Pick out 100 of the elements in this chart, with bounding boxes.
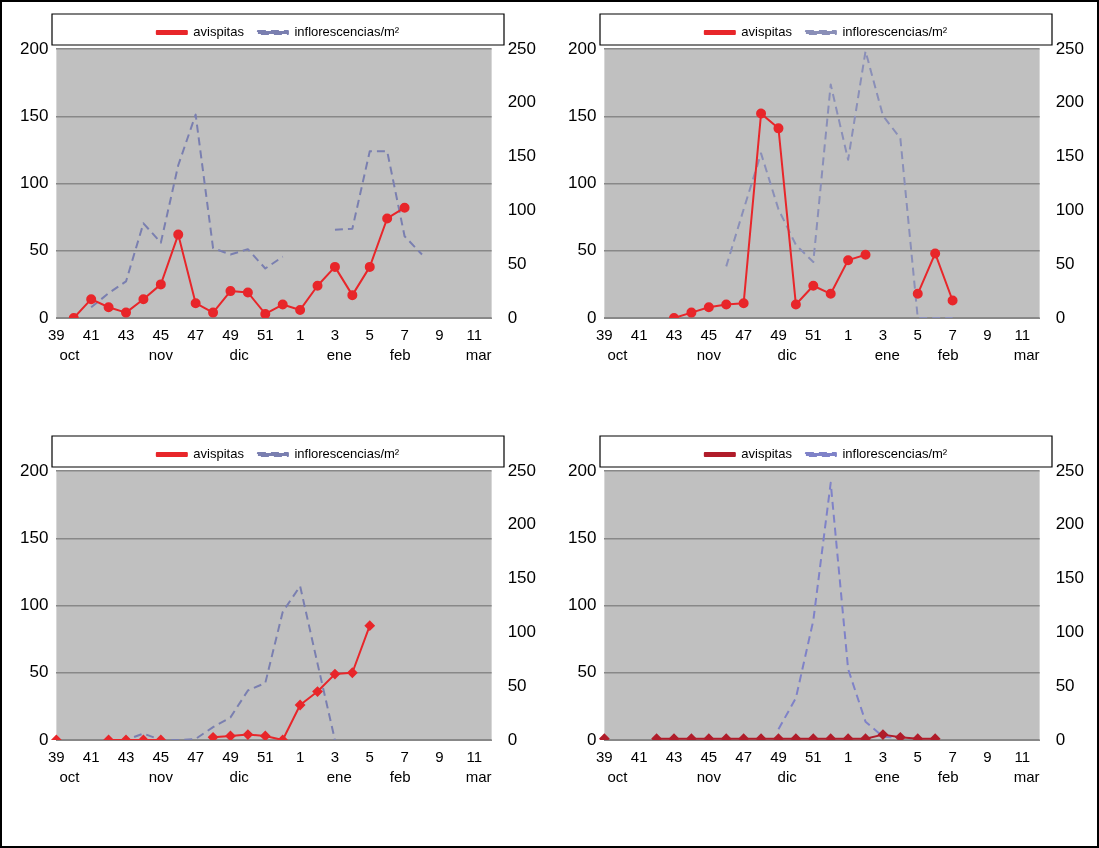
text: mar xyxy=(1013,345,1040,363)
text: dic xyxy=(229,767,250,785)
x-tick-label: 7 xyxy=(948,748,957,766)
y2-tick-label: 0 xyxy=(507,729,518,749)
y2-tick-label: 250 xyxy=(507,460,537,480)
point xyxy=(382,213,393,224)
x-tick-label: 9 xyxy=(435,326,444,344)
y2-tick-label: 200 xyxy=(507,92,537,112)
x-tick-label: 3 xyxy=(878,326,888,344)
point xyxy=(912,288,923,299)
x-tick-label: 43 xyxy=(665,326,683,344)
text: nov xyxy=(148,767,174,785)
point xyxy=(756,108,767,119)
y-tick-label: 0 xyxy=(586,307,597,327)
x-tick-label: 9 xyxy=(435,748,444,766)
text: oct xyxy=(607,767,629,785)
text: nov xyxy=(696,345,722,363)
x-tick-label: 1 xyxy=(295,326,305,344)
point xyxy=(329,261,340,272)
point xyxy=(825,288,836,299)
y2-tick-label: 0 xyxy=(1055,307,1066,327)
x-tick-label: 51 xyxy=(804,748,822,766)
x-tick-label: 7 xyxy=(400,326,409,344)
x-tick-label: 45 xyxy=(152,326,170,344)
legend-label: inflorescencias/m² xyxy=(294,24,400,40)
x-tick-label: 11 xyxy=(466,748,483,766)
x-tick-label: 1 xyxy=(843,748,853,766)
y-tick-label: 100 xyxy=(19,173,49,193)
x-tick-label: 39 xyxy=(596,326,613,344)
y-tick-label: 0 xyxy=(586,729,597,749)
text: oct xyxy=(607,345,629,363)
point xyxy=(703,302,714,313)
y2-tick-label: 0 xyxy=(1055,729,1066,749)
point xyxy=(138,294,149,305)
x-tick-label: 1 xyxy=(295,748,305,766)
x-tick-label: 51 xyxy=(256,326,274,344)
line-series xyxy=(725,50,954,318)
text: nov xyxy=(696,767,722,785)
x-tick-label: 11 xyxy=(466,326,483,344)
text: feb xyxy=(389,767,411,785)
point xyxy=(364,261,375,272)
y-tick-label: 50 xyxy=(577,240,597,260)
point xyxy=(686,307,697,318)
x-tick-label: 11 xyxy=(1014,748,1031,766)
y-tick-label: 0 xyxy=(38,307,49,327)
x-tick-label: 5 xyxy=(913,748,922,766)
point xyxy=(121,307,132,318)
text: feb xyxy=(937,767,959,785)
legend-label: avispitas xyxy=(741,24,793,40)
y2-tick-label: 250 xyxy=(1055,460,1085,480)
x-tick-label: 49 xyxy=(770,748,787,766)
text: feb xyxy=(389,345,411,363)
x-tick-label: 9 xyxy=(983,326,992,344)
x-tick-label: 39 xyxy=(48,326,65,344)
x-tick-label: 47 xyxy=(735,748,752,766)
y2-tick-label: 200 xyxy=(507,514,537,534)
text: dic xyxy=(777,345,798,363)
point xyxy=(155,279,166,290)
y-tick-label: 100 xyxy=(567,173,597,193)
y-tick-label: 150 xyxy=(19,105,49,125)
x-tick-label: 47 xyxy=(735,326,752,344)
y-tick-label: 50 xyxy=(29,662,49,682)
x-tick-label: 39 xyxy=(48,748,65,766)
text: ene xyxy=(326,345,352,363)
y2-tick-label: 0 xyxy=(507,307,518,327)
y2-tick-label: 200 xyxy=(1055,514,1085,534)
point xyxy=(173,229,184,240)
point xyxy=(312,280,323,291)
x-tick-label: 49 xyxy=(222,326,239,344)
x-tick-label: 7 xyxy=(400,748,409,766)
y2-tick-label: 100 xyxy=(507,622,537,642)
point xyxy=(790,299,801,310)
y-tick-label: 0 xyxy=(38,729,49,749)
x-tick-label: 49 xyxy=(222,748,239,766)
point xyxy=(399,202,410,213)
point xyxy=(773,123,784,134)
text: mar xyxy=(1013,767,1040,785)
y-tick-label: 200 xyxy=(19,460,49,480)
x-tick-label: 45 xyxy=(700,748,718,766)
legend-label: avispitas xyxy=(193,446,245,462)
x-tick-label: 45 xyxy=(152,748,170,766)
x-tick-label: 41 xyxy=(630,748,648,766)
point xyxy=(347,290,358,301)
point xyxy=(225,286,236,297)
y2-tick-label: 150 xyxy=(1055,568,1085,588)
legend-label: avispitas xyxy=(193,24,245,40)
x-tick-label: 3 xyxy=(878,748,888,766)
y2-tick-label: 150 xyxy=(507,568,537,588)
x-tick-label: 49 xyxy=(770,326,787,344)
point xyxy=(208,307,219,318)
x-tick-label: 43 xyxy=(665,748,683,766)
y2-tick-label: 150 xyxy=(507,146,537,166)
x-tick-label: 43 xyxy=(117,748,135,766)
legend-label: inflorescencias/m² xyxy=(842,446,948,462)
x-tick-label: 5 xyxy=(365,748,374,766)
y2-tick-label: 50 xyxy=(507,253,527,273)
x-tick-label: 9 xyxy=(983,748,992,766)
text: dic xyxy=(229,345,250,363)
x-tick-label: 11 xyxy=(1014,326,1031,344)
y2-tick-label: 250 xyxy=(507,38,537,58)
